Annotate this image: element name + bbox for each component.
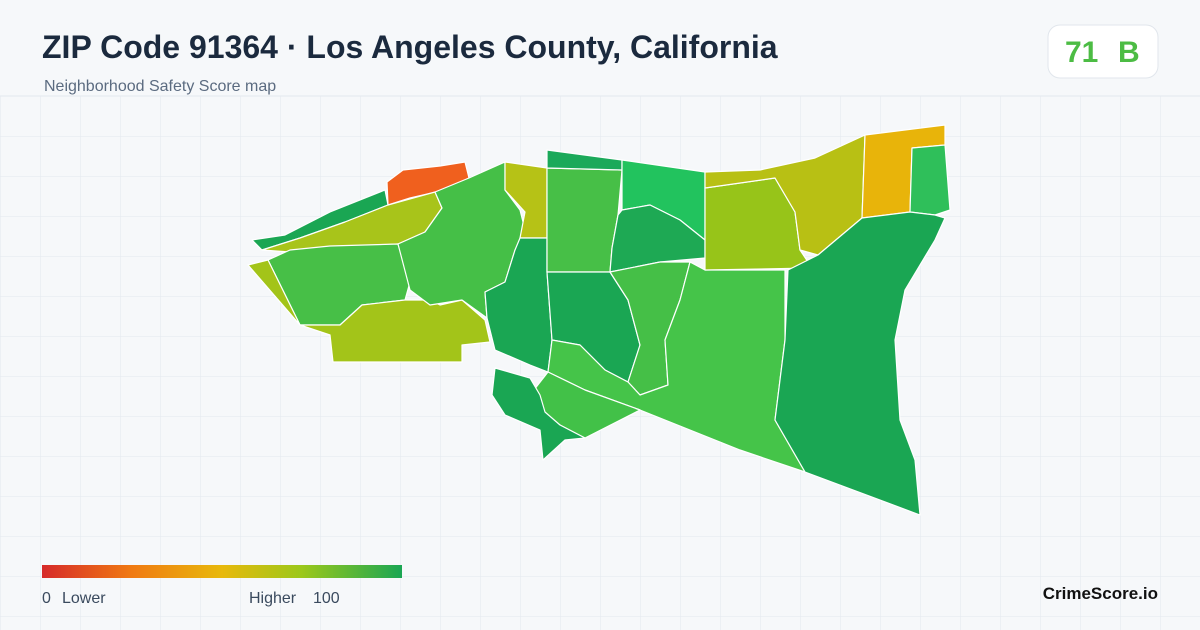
zip-map [247, 124, 951, 516]
map-area [484, 237, 553, 373]
brand: CrimeScore.io [1043, 584, 1158, 603]
map-area [909, 144, 951, 216]
score-value: 71 [1065, 36, 1098, 69]
score-grade: B [1118, 36, 1140, 69]
legend-min: 0 [42, 590, 51, 607]
legend-min-label: Lower [62, 590, 106, 607]
legend-scale [42, 565, 402, 578]
score-badge [1047, 24, 1159, 79]
legend-max-label: Higher [249, 590, 297, 607]
map-area [609, 204, 706, 273]
map-area [774, 211, 946, 516]
header-bg [0, 0, 1200, 96]
title: ZIP Code 91364 · Los Angeles County, Cal… [42, 29, 778, 65]
map-area [491, 367, 586, 461]
legend-max: 100 [313, 590, 340, 607]
subtitle: Neighborhood Safety Score map [44, 78, 276, 95]
